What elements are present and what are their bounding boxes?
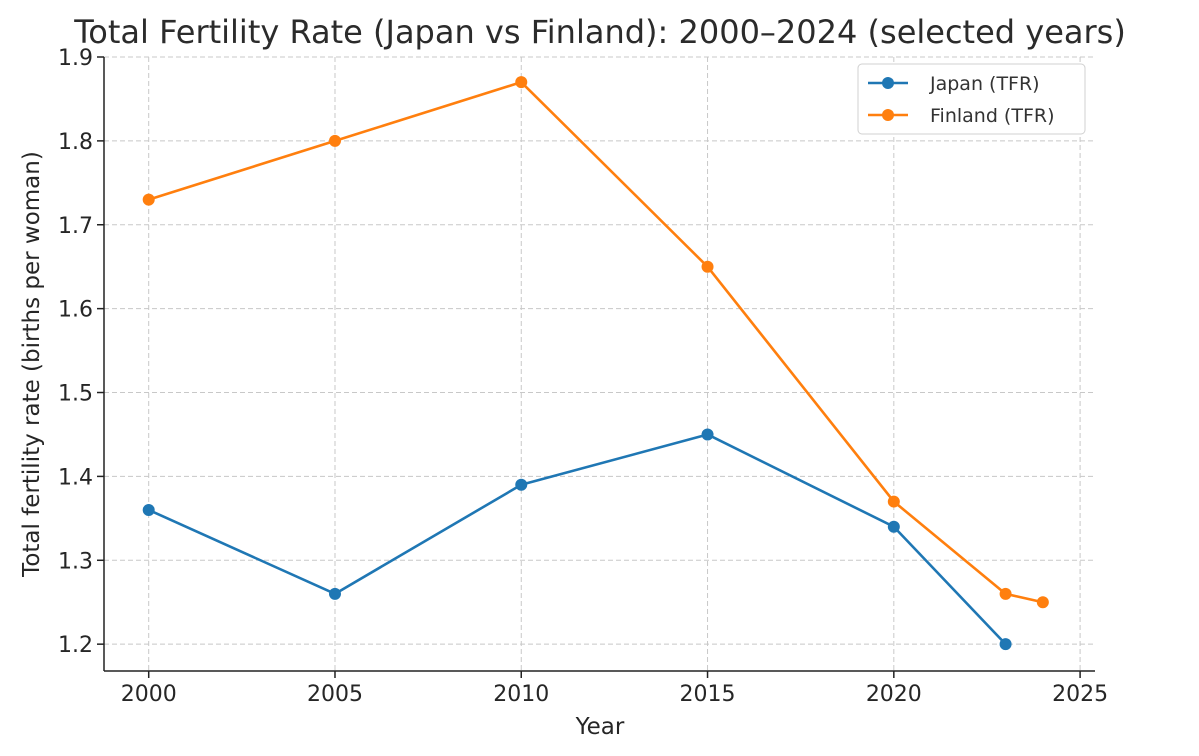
data-point	[515, 478, 528, 491]
x-axis-label: Year	[575, 714, 625, 740]
x-tick-label: 2005	[307, 682, 363, 707]
data-point	[999, 638, 1012, 651]
y-tick-label: 1.3	[58, 549, 93, 574]
legend: Japan (TFR) Finland (TFR)	[857, 63, 1086, 135]
y-axis-label: Total fertility rate (births per woman)	[19, 151, 45, 578]
y-tick-label: 1.9	[58, 46, 93, 71]
y-tick-label: 1.7	[58, 214, 93, 239]
y-tick-label: 1.4	[58, 465, 93, 490]
y-tick-label: 1.2	[58, 633, 93, 658]
x-tick-label: 2015	[680, 682, 736, 707]
data-point	[701, 260, 714, 273]
data-point	[887, 495, 900, 508]
data-point	[999, 587, 1012, 600]
series-line	[148, 80, 1044, 604]
legend-marker	[882, 77, 894, 89]
data-point	[1036, 596, 1049, 609]
series-japan-tfr	[142, 428, 1012, 651]
legend-label: Japan (TFR)	[929, 73, 1040, 95]
y-tick-label: 1.8	[58, 130, 93, 155]
ticks: 2000 2005 2010 2015 2020 2025 1.2 1.3 1.4 1.5 1.6 1…	[58, 46, 1108, 707]
x-tick-label: 2010	[493, 682, 549, 707]
axes	[103, 57, 1095, 672]
y-tick-label: 1.6	[58, 298, 93, 323]
legend-marker	[882, 109, 894, 121]
data-point	[142, 503, 155, 516]
data-point	[142, 193, 155, 206]
x-tick-label: 2020	[866, 682, 922, 707]
data-point	[328, 587, 341, 600]
legend-entry: Japan (TFR)	[868, 73, 1040, 95]
chart-title: Total Fertility Rate (Japan vs Finland):…	[73, 13, 1126, 51]
data-point	[328, 134, 341, 147]
series-finland-tfr	[142, 76, 1049, 609]
series-line	[148, 433, 1007, 646]
x-tick-label: 2025	[1052, 682, 1108, 707]
data-point	[887, 520, 900, 533]
grid	[104, 56, 1095, 671]
data-point	[701, 428, 714, 441]
legend-label: Finland (TFR)	[930, 105, 1055, 127]
data-point	[515, 76, 528, 89]
x-tick-label: 2000	[121, 682, 177, 707]
series	[142, 76, 1049, 651]
legend-entry: Finland (TFR)	[868, 105, 1055, 127]
y-tick-label: 1.5	[58, 382, 93, 407]
legend-box	[857, 63, 1086, 135]
